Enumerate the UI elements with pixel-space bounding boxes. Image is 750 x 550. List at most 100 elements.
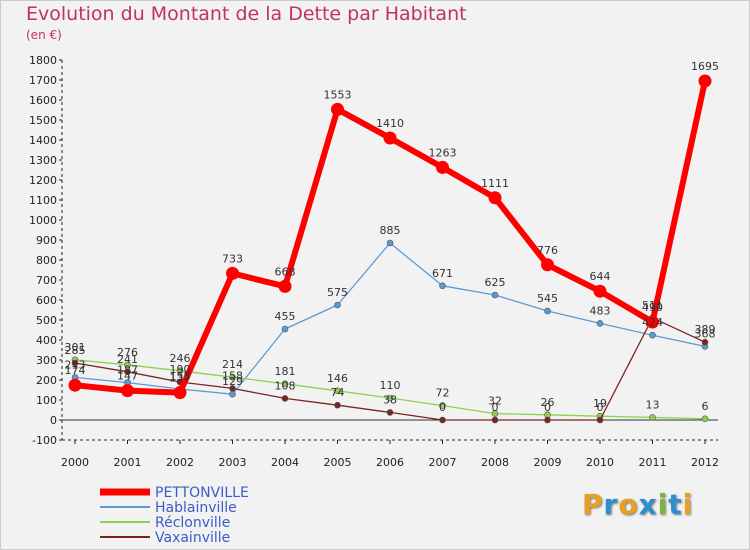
data-point-hablainville: [386, 239, 394, 247]
data-label-hablainville: 671: [432, 267, 453, 280]
data-point-vaxainville: [596, 416, 604, 424]
unit-label: (en €): [26, 28, 62, 42]
data-label-r-clonville: 301: [65, 341, 86, 354]
data-point-vaxainville: [71, 359, 79, 367]
legend-label-pettonville: PETTONVILLE: [155, 485, 249, 501]
data-label-r-clonville: 181: [275, 365, 296, 378]
data-label-hablainville: 155: [170, 370, 191, 383]
data-label-r-clonville: 214: [222, 358, 243, 371]
data-label-hablainville: 625: [485, 276, 506, 289]
data-label-r-clonville: 72: [436, 387, 450, 400]
data-point-vaxainville: [701, 338, 709, 346]
data-point-pettonville: [646, 315, 659, 329]
data-point-r-clonville: [229, 373, 236, 381]
x-tick-label: 2004: [271, 456, 299, 469]
data-label-vaxainville: 190: [170, 363, 191, 376]
y-tick-label: 700: [36, 274, 57, 287]
data-point-pettonville: [383, 131, 397, 145]
data-point-hablainville: [334, 301, 341, 309]
y-tick-label: 1300: [29, 154, 57, 167]
data-label-r-clonville: 110: [380, 379, 401, 392]
y-tick-label: 100: [36, 394, 57, 407]
x-tick-label: 2000: [61, 456, 89, 469]
x-tick-label: 2005: [324, 456, 352, 469]
x-tick-label: 2003: [219, 456, 247, 469]
data-point-vaxainville: [439, 416, 446, 424]
logo-letter: i: [657, 488, 669, 521]
data-point-pettonville: [68, 378, 82, 392]
x-tick-label: 2002: [166, 456, 194, 469]
x-tick-label: 2006: [376, 456, 404, 469]
data-point-hablainville: [596, 320, 604, 327]
data-label-hablainville: 455: [275, 310, 296, 323]
data-point-pettonville: [173, 386, 187, 400]
data-point-r-clonville: [649, 414, 656, 421]
data-point-vaxainville: [124, 368, 131, 376]
logo-letter: i: [682, 488, 694, 521]
data-point-pettonville: [226, 266, 239, 280]
logo-letter: P: [582, 488, 604, 521]
data-label-r-clonville: 32: [488, 395, 502, 408]
data-point-r-clonville: [281, 380, 289, 388]
data-label-pettonville: 644: [590, 270, 611, 283]
data-label-pettonville: 1111: [481, 177, 509, 190]
data-label-r-clonville: 26: [541, 396, 555, 409]
data-point-r-clonville: [491, 410, 499, 417]
x-tick-label: 2010: [586, 456, 614, 469]
data-label-hablainville: 545: [537, 292, 558, 305]
data-point-vaxainville: [334, 401, 341, 409]
data-point-r-clonville: [176, 367, 184, 375]
logo-letter: t: [668, 488, 683, 521]
y-tick-label: 300: [36, 354, 57, 367]
data-label-r-clonville: 13: [646, 398, 660, 411]
y-tick-label: -100: [32, 434, 57, 447]
data-label-vaxainville: 0: [439, 401, 446, 414]
y-tick-label: 400: [36, 334, 57, 347]
data-point-pettonville: [541, 258, 554, 272]
data-label-hablainville: 368: [695, 327, 716, 340]
data-label-pettonville: 668: [275, 265, 296, 278]
data-point-vaxainville: [229, 385, 236, 392]
data-label-hablainville: 129: [222, 375, 243, 388]
data-point-vaxainville: [544, 416, 551, 424]
x-tick-label: 2007: [429, 456, 457, 469]
data-point-vaxainville: [386, 409, 394, 416]
proxiti-logo: Proxiti: [582, 488, 693, 521]
data-label-pettonville: 776: [537, 244, 558, 257]
y-tick-label: 1800: [29, 54, 57, 67]
legend-label-vaxainville: Vaxainville: [155, 530, 230, 546]
data-label-pettonville: 1263: [429, 146, 457, 159]
x-tick-label: 2011: [639, 456, 667, 469]
y-tick-label: 0: [50, 414, 57, 427]
data-label-vaxainville: 158: [222, 369, 243, 382]
data-point-vaxainville: [491, 416, 499, 424]
logo-letter: o: [618, 488, 639, 521]
y-tick-label: 800: [36, 254, 57, 267]
logo-letter: r: [603, 488, 619, 521]
data-label-vaxainville: 38: [383, 393, 397, 406]
logo-letter: x: [638, 488, 658, 521]
y-tick-label: 1700: [29, 74, 57, 87]
data-label-r-clonville: 146: [327, 372, 348, 385]
data-label-r-clonville: 276: [117, 346, 138, 359]
x-tick-label: 2009: [534, 456, 562, 469]
data-point-vaxainville: [281, 395, 289, 402]
data-label-r-clonville: 246: [170, 352, 191, 365]
data-point-hablainville: [281, 325, 289, 333]
data-label-vaxainville: 0: [544, 401, 551, 414]
data-label-vaxainville: 511: [642, 299, 663, 312]
y-tick-label: 1200: [29, 174, 57, 187]
y-tick-label: 1100: [29, 194, 57, 207]
data-label-hablainville: 885: [380, 224, 401, 237]
data-label-pettonville: 1410: [376, 117, 404, 130]
data-point-pettonville: [436, 160, 449, 174]
y-tick-label: 1000: [29, 214, 57, 227]
data-label-vaxainville: 389: [695, 323, 716, 336]
data-label-vaxainville: 0: [492, 401, 499, 414]
data-point-hablainville: [439, 282, 446, 290]
x-tick-label: 2001: [114, 456, 142, 469]
data-point-pettonville: [698, 74, 712, 88]
y-tick-label: 200: [36, 374, 57, 387]
y-tick-label: 1400: [29, 134, 57, 147]
